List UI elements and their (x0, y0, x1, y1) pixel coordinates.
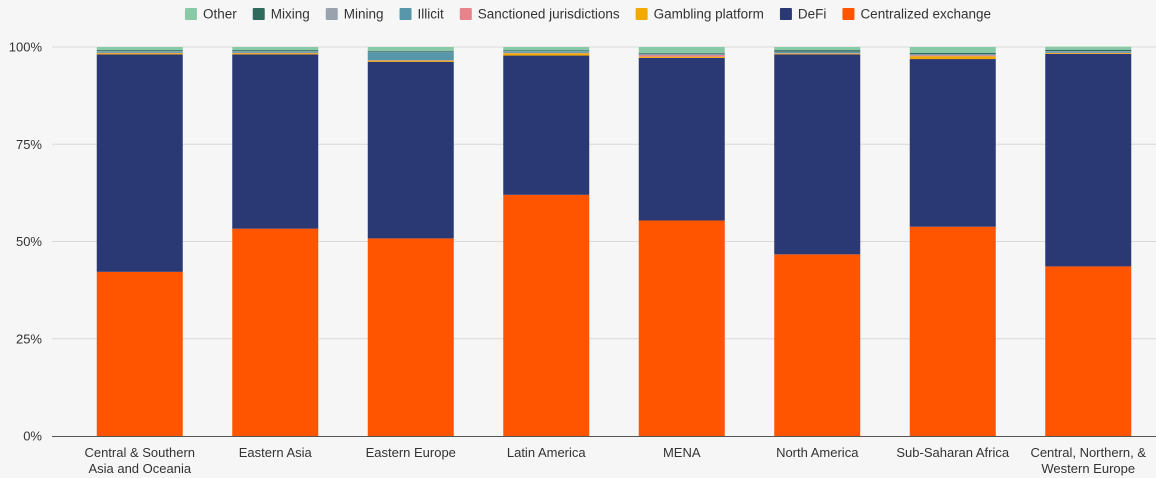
bar-segment-mixing (638, 52, 725, 54)
x-category-label: Central & Southern (84, 445, 195, 460)
y-tick-label: 100% (9, 40, 43, 55)
legend-swatch (842, 8, 855, 20)
bar-segment-mixing (232, 50, 319, 52)
bar-segment-defi (503, 55, 590, 195)
bar-segment-gambling-platform (232, 53, 319, 55)
bar-segment-other (96, 47, 183, 51)
legend-item-mixing: Mixing (252, 7, 310, 22)
x-category-label: North America (776, 445, 859, 460)
legend-item-mining: Mining (325, 7, 384, 22)
legend-item-other: Other (184, 7, 237, 22)
legend-swatch (635, 8, 648, 20)
bar-segment-mixing (96, 50, 183, 52)
x-category-label: MENA (663, 445, 701, 460)
bar-segment-centralized-exchange (367, 238, 454, 436)
bar-segment-other (503, 47, 590, 51)
bar-segment-gambling-platform (367, 60, 454, 62)
bar-segment-gambling-platform (638, 56, 725, 58)
bar-segment-other (774, 47, 861, 51)
legend-item-defi: DeFi (779, 7, 827, 22)
legend-swatch (252, 8, 265, 20)
bar-segment-gambling-platform (503, 53, 590, 56)
bar-segment-mixing (367, 50, 454, 52)
bar-segment-illicit (503, 51, 590, 53)
legend-swatch (399, 8, 412, 20)
bar-segment-centralized-exchange (1045, 266, 1132, 436)
legend-swatch (779, 8, 792, 20)
x-category-label: Asia and Oceania (88, 461, 191, 476)
bar-segment-defi (367, 61, 454, 239)
bar-segment-defi (909, 59, 996, 227)
bar-segment-gambling-platform (1045, 53, 1132, 55)
x-category-label: Eastern Asia (239, 445, 313, 460)
legend-item-illicit: Illicit (399, 7, 444, 22)
bar-segment-centralized-exchange (638, 220, 725, 436)
legend-label: Centralized exchange (860, 7, 991, 22)
legend-item-centralized-exchange: Centralized exchange (842, 7, 991, 22)
bar-segment-illicit (96, 51, 183, 53)
bar-segment-illicit (1045, 51, 1132, 53)
legend-label: Illicit (418, 7, 444, 22)
bar-segment-other (909, 47, 996, 53)
bar-segment-centralized-exchange (909, 226, 996, 436)
legend-swatch (325, 8, 338, 20)
bar-segment-defi (638, 57, 725, 221)
legend-swatch (459, 8, 472, 20)
y-tick-label: 0% (23, 429, 42, 444)
bar-segment-sanctioned-jurisdictions (638, 54, 725, 57)
bar-segment-illicit (232, 51, 319, 53)
bar-segment-defi (1045, 54, 1132, 267)
bar-segment-mixing (774, 50, 861, 52)
legend-label: Mining (344, 7, 384, 22)
bar-segment-mixing (503, 50, 590, 51)
bar-segment-centralized-exchange (232, 228, 319, 436)
bar-segment-gambling-platform (909, 56, 996, 60)
bar-segment-other (1045, 46, 1132, 50)
y-tick-label: 50% (16, 234, 42, 249)
bar-segment-centralized-exchange (96, 271, 183, 436)
bar-segment-other (638, 47, 725, 53)
bar-segment-illicit (909, 54, 996, 56)
legend-label: Sanctioned jurisdictions (478, 7, 620, 22)
x-category-label: Western Europe (1041, 461, 1135, 476)
bar-segment-illicit (638, 54, 725, 55)
y-tick-label: 75% (16, 137, 42, 152)
bar-segment-illicit (367, 52, 454, 61)
legend-swatch (184, 8, 197, 20)
legend-label: DeFi (798, 7, 827, 22)
bar-segment-defi (96, 54, 183, 272)
x-category-label: Eastern Europe (366, 445, 456, 460)
legend-label: Gambling platform (654, 7, 764, 22)
bar-segment-defi (232, 54, 319, 229)
bar-segment-other (367, 47, 454, 51)
legend-label: Mixing (271, 7, 310, 22)
bar-segment-gambling-platform (774, 53, 861, 55)
x-category-label: Latin America (507, 445, 587, 460)
bar-segment-sanctioned-jurisdictions (909, 55, 996, 57)
y-tick-label: 25% (16, 331, 42, 346)
bar-segment-mixing (1045, 49, 1132, 52)
bar-segment-centralized-exchange (503, 194, 590, 436)
bar-segment-mixing (909, 52, 996, 55)
bar-segment-defi (774, 54, 861, 255)
bar-segment-gambling-platform (96, 53, 183, 55)
bar-segment-other (232, 47, 319, 51)
x-category-label: Sub-Saharan Africa (896, 445, 1010, 460)
bar-segment-illicit (774, 52, 861, 54)
legend-item-sanctioned-jurisdictions: Sanctioned jurisdictions (459, 7, 620, 22)
bar-segment-centralized-exchange (774, 254, 861, 436)
legend-item-gambling-platform: Gambling platform (635, 7, 764, 22)
legend-label: Other (203, 7, 237, 22)
x-category-label: Central, Northern, & (1030, 445, 1146, 460)
